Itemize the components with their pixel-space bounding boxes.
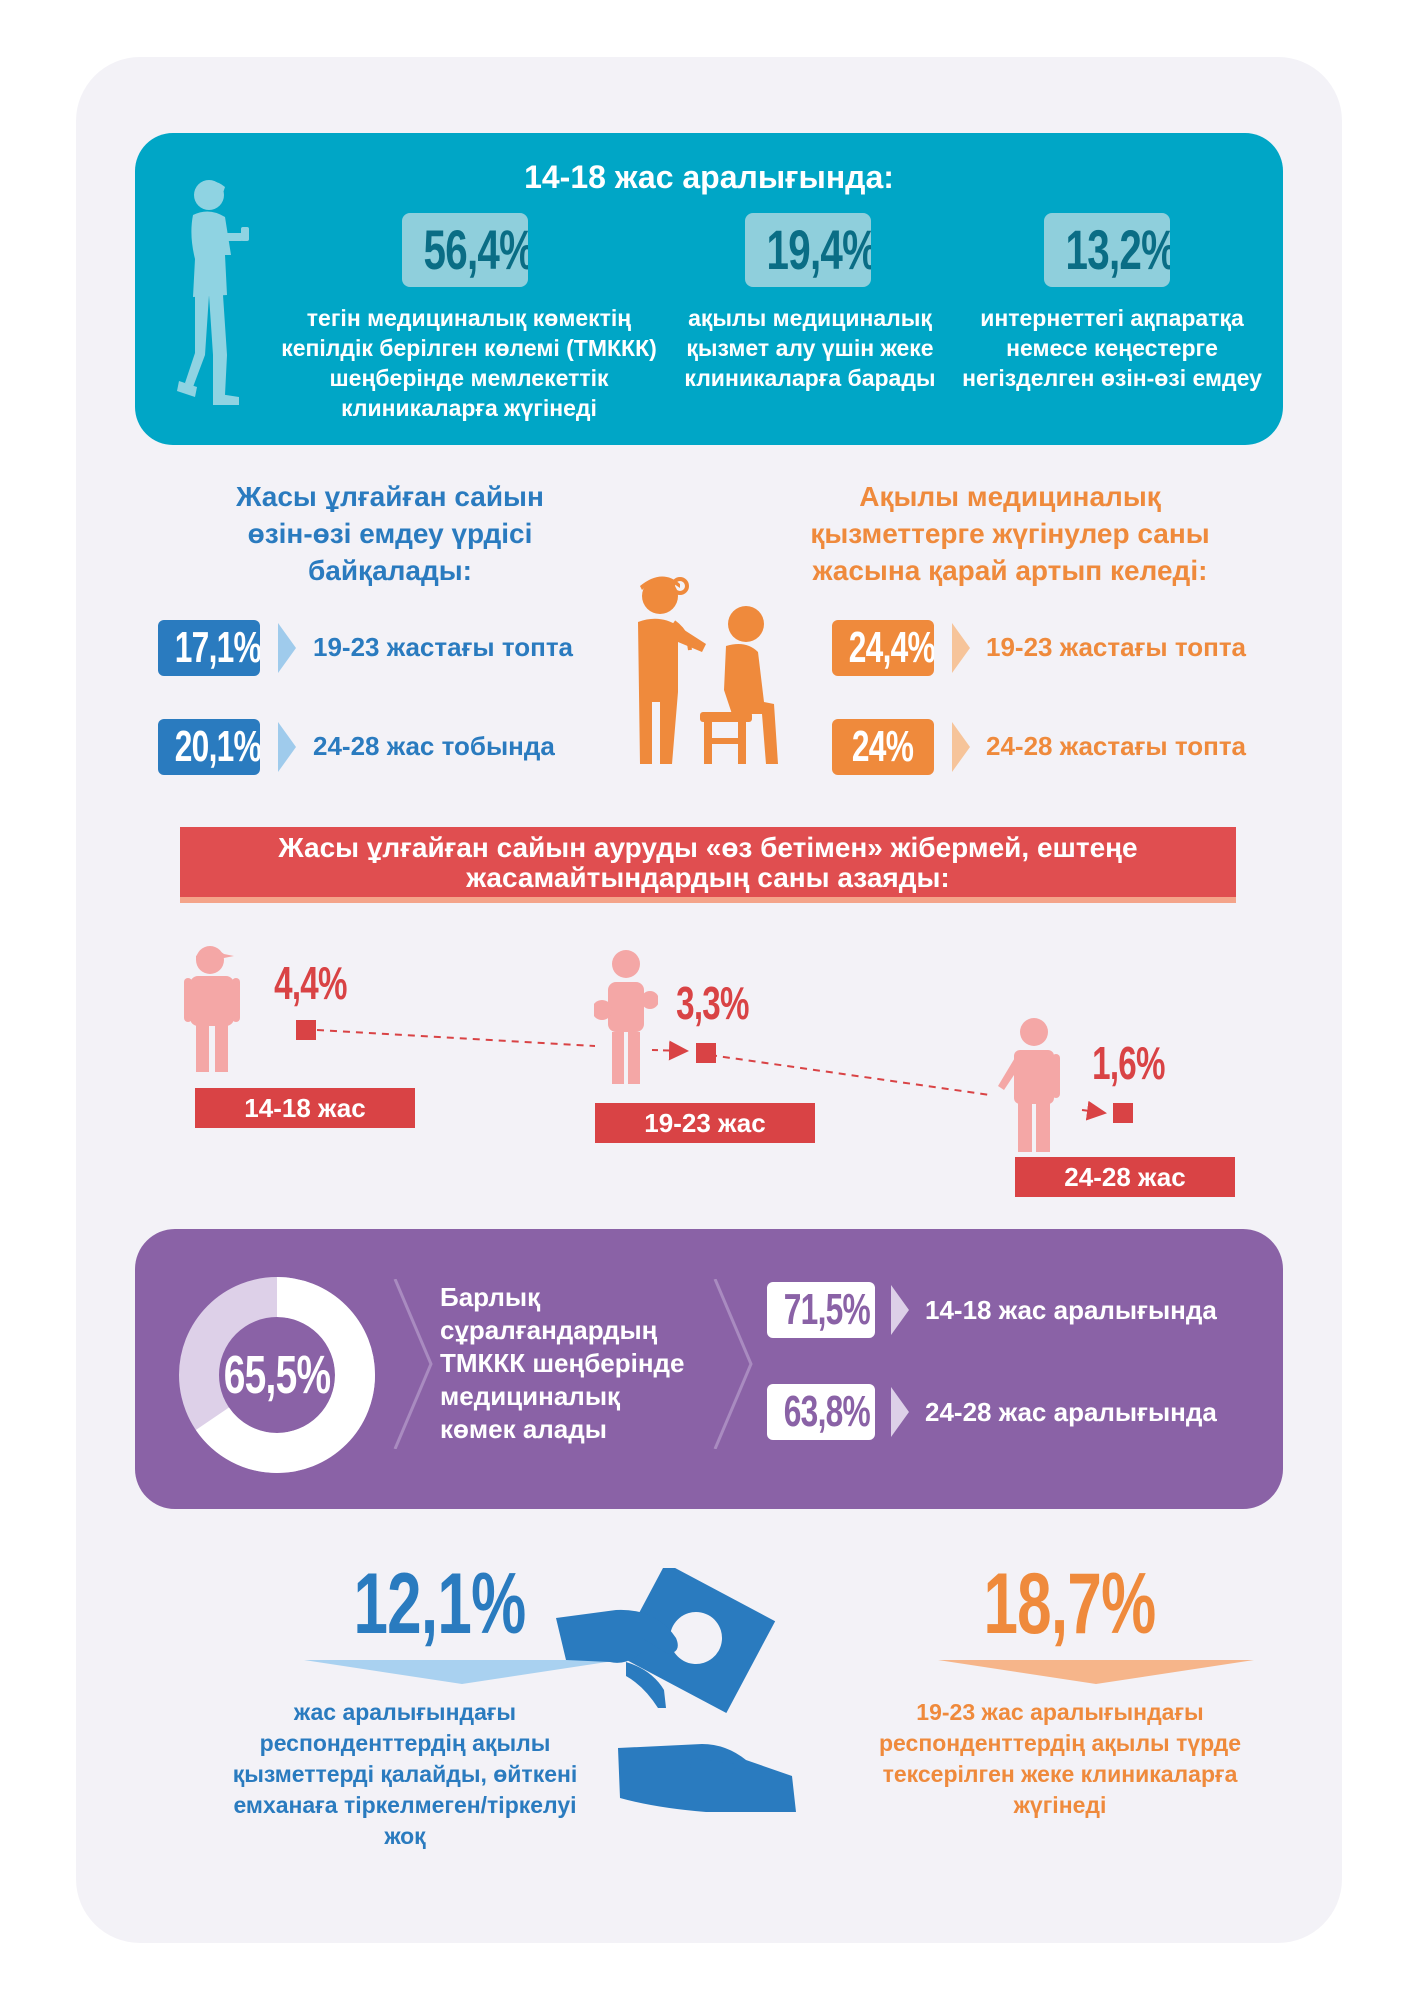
chevron-right-icon xyxy=(952,722,970,772)
data-point-24-28 xyxy=(1113,1103,1133,1123)
age-label-14-18: 14-18 жас xyxy=(195,1088,415,1128)
self-treatment-label-19-23: 19-23 жастағы топта xyxy=(313,632,574,662)
doctor-patient-icon xyxy=(638,576,778,764)
self-treatment-heading: Жасы ұлғайған сайын өзін-өзі емдеу үрдіс… xyxy=(236,481,544,586)
data-point-14-18 xyxy=(296,1020,316,1040)
paid-services-value-24-28: 24% xyxy=(832,719,934,775)
data-point-19-23 xyxy=(696,1043,716,1063)
stat-value-private-clinics: 19,4% xyxy=(745,213,871,287)
age-label-24-28: 24-28 жас xyxy=(1015,1157,1235,1197)
self-treatment-value-24-28: 20,1% xyxy=(158,719,260,775)
coverage-label-14-18: 14-18 жас аралығында xyxy=(925,1295,1217,1325)
paid-services-heading: Ақылы медициналық қызметтерге жүгінулер … xyxy=(810,481,1210,586)
paid-preference-description: жас аралығындағы респонденттердің ақылы … xyxy=(232,1699,578,1849)
hand-paying-money-icon xyxy=(556,1568,796,1812)
student-person-icon xyxy=(594,950,658,1084)
down-pointer-blue xyxy=(304,1660,620,1684)
chevron-right-icon xyxy=(891,1285,909,1335)
coverage-label-24-28: 24-28 жас аралығында xyxy=(925,1397,1217,1427)
panel-title: 14-18 жас аралығында: xyxy=(524,159,894,195)
chevron-right-icon xyxy=(713,1279,753,1449)
chevron-right-icon xyxy=(952,623,970,673)
coverage-value-24-28: 63,8% xyxy=(767,1384,875,1440)
age-14-18-panel: 14-18 жас аралығында: 56,4% 19,4% 13,2% … xyxy=(135,133,1283,445)
chevron-right-icon xyxy=(891,1387,909,1437)
stat-value-public-clinics: 56,4% xyxy=(402,213,528,287)
teenager-with-phone-icon xyxy=(177,180,249,405)
donut-value: 65,5% xyxy=(223,1345,331,1405)
stat-desc-public-clinics: тегін медициналық көмектің кепілдік бері… xyxy=(281,305,657,421)
down-pointer-orange xyxy=(938,1660,1254,1684)
paid-services-label-24-28: 24-28 жастағы топта xyxy=(986,731,1247,761)
paid-services-label-19-23: 19-23 жастағы топта xyxy=(986,632,1247,662)
private-clinic-description: 19-23 жас аралығындағы респонденттердің … xyxy=(878,1699,1242,1818)
self-treatment-label-24-28: 24-28 жас тобында xyxy=(313,731,555,761)
chevron-right-icon xyxy=(278,623,296,673)
untreated-value-14-18: 4,4% xyxy=(274,957,347,1009)
tmkkk-coverage-panel: 65,5% Барлық сұралғандардың ТМККК шеңбер… xyxy=(135,1229,1283,1509)
paid-preference-value: 12,1% xyxy=(353,1556,526,1652)
untreated-value-19-23: 3,3% xyxy=(676,977,749,1029)
paid-services-value-19-23: 24,4% xyxy=(832,620,934,676)
coverage-description: Барлық сұралғандардың ТМККК шеңберінде м… xyxy=(440,1282,685,1444)
stat-value-self-treatment: 13,2% xyxy=(1044,213,1170,287)
stat-desc-private-clinics: ақылы медициналық қызмет алу үшін жеке к… xyxy=(684,305,936,391)
business-person-icon xyxy=(998,1018,1060,1152)
stat-desc-self-treatment: интернеттегі ақпаратқа немесе кеңестерге… xyxy=(962,305,1262,391)
untreated-value-24-28: 1,6% xyxy=(1092,1037,1165,1089)
banner-underline xyxy=(180,897,1236,903)
coverage-donut-chart xyxy=(179,1277,375,1473)
untreated-illness-banner: Жасы ұлғайған сайын ауруды «өз бетімен» … xyxy=(180,827,1236,899)
banner-text: Жасы ұлғайған сайын ауруды «өз бетімен» … xyxy=(278,832,1138,893)
coverage-value-14-18: 71,5% xyxy=(767,1282,875,1338)
private-clinic-value: 18,7% xyxy=(983,1556,1156,1652)
chevron-right-icon xyxy=(278,722,296,772)
teen-cap-person-icon xyxy=(184,946,240,1072)
self-treatment-value-19-23: 17,1% xyxy=(158,620,260,676)
chevron-right-icon xyxy=(393,1279,433,1449)
age-label-19-23: 19-23 жас xyxy=(595,1103,815,1143)
